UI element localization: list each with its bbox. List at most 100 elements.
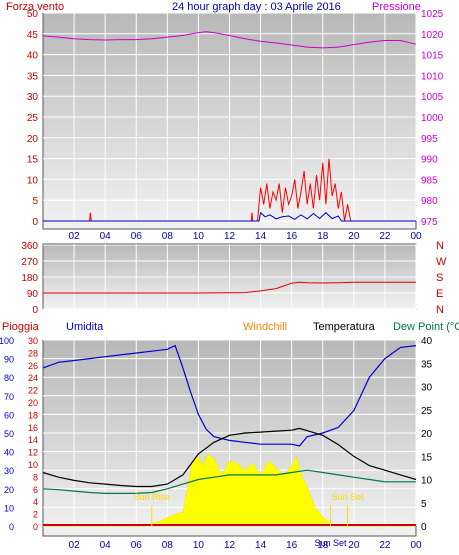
tick-humidity-30: 30: [4, 466, 14, 476]
tick-x-top-06: 06: [131, 231, 143, 242]
tick-wind-35: 35: [27, 71, 39, 82]
tick-x-top-22: 22: [379, 231, 391, 242]
tick-pressure-985: 985: [421, 175, 438, 186]
tick-wind-10: 10: [27, 175, 39, 186]
tick-temp-5: 5: [421, 499, 427, 510]
tick-humidity-50: 50: [4, 429, 14, 439]
tick-humidity-20: 20: [4, 485, 14, 495]
tick-x-bottom-06: 06: [131, 540, 143, 551]
axes-layer: 0510152025303540455097598098599099510001…: [0, 9, 447, 551]
tick-compass-0: N: [436, 304, 444, 316]
tick-x-top-14: 14: [255, 231, 267, 242]
tick-x-bottom-12: 12: [224, 540, 236, 551]
tick-wind-45: 45: [27, 30, 39, 41]
tick-wind-40: 40: [27, 51, 39, 62]
tick-wind-30: 30: [27, 92, 39, 103]
wind-speed-axis-title: Forza vento: [6, 1, 64, 13]
solar-radiation-area: [43, 453, 416, 527]
tick-rain-18: 18: [28, 410, 38, 420]
tick-pressure-995: 995: [421, 134, 438, 145]
wind-direction-line: [43, 281, 416, 294]
tick-rain-6: 6: [33, 485, 38, 495]
tick-humidity-80: 80: [4, 373, 14, 383]
tick-humidity-100: 100: [0, 336, 14, 346]
tick-rain-14: 14: [28, 435, 38, 445]
tick-pressure-990: 990: [421, 155, 438, 166]
sun-label-2: Sun Set: [315, 538, 348, 548]
tick-x-top-10: 10: [193, 231, 205, 242]
tick-rain-22: 22: [28, 386, 38, 396]
tick-temp-30: 30: [421, 383, 433, 394]
tick-humidity-40: 40: [4, 448, 14, 458]
tick-x-top-08: 08: [162, 231, 174, 242]
tick-wind-5: 5: [32, 196, 38, 207]
tick-rain-4: 4: [33, 497, 38, 507]
tick-x-top-18: 18: [317, 231, 329, 242]
tick-temp-20: 20: [421, 429, 433, 440]
tick-rain-16: 16: [28, 423, 38, 433]
tick-x-bottom-04: 04: [100, 540, 112, 551]
tick-rain-10: 10: [28, 460, 38, 470]
tick-x-top-16: 16: [286, 231, 298, 242]
tick-dir-180: 180: [21, 273, 38, 284]
tick-pressure-1020: 1020: [421, 30, 444, 41]
tick-x-top-00: 00: [410, 231, 422, 242]
tick-pressure-1005: 1005: [421, 92, 444, 103]
legend-humidity: Umidita: [66, 321, 104, 333]
tick-rain-24: 24: [28, 373, 38, 383]
pressure-axis-title: Pressione: [372, 1, 421, 13]
tick-humidity-0: 0: [9, 522, 14, 532]
sun-label-0: Sun Rise: [134, 492, 171, 502]
tick-rain-28: 28: [28, 348, 38, 358]
tick-humidity-60: 60: [4, 410, 14, 420]
tick-x-bottom-10: 10: [193, 540, 205, 551]
tick-compass-1: E: [436, 288, 443, 300]
tick-pressure-1015: 1015: [421, 51, 444, 62]
tick-temp-0: 0: [421, 522, 427, 533]
tick-compass-2: S: [436, 272, 443, 284]
tick-rain-26: 26: [28, 361, 38, 371]
tick-wind-0: 0: [32, 217, 38, 228]
legend-windchill: Windchill: [243, 321, 287, 333]
tick-humidity-90: 90: [4, 355, 14, 365]
legend-rain: Pioggia: [2, 321, 40, 333]
tick-x-bottom-02: 02: [69, 540, 81, 551]
tick-pressure-1025: 1025: [421, 9, 444, 20]
tick-temp-25: 25: [421, 406, 433, 417]
tick-wind-15: 15: [27, 155, 39, 166]
tick-x-bottom-08: 08: [162, 540, 174, 551]
marks-layer: [42, 31, 417, 527]
tick-temp-10: 10: [421, 476, 433, 487]
legend-temperature: Temperatura: [313, 321, 376, 333]
tick-x-top-12: 12: [224, 231, 236, 242]
tick-compass-4: N: [436, 240, 444, 252]
tick-wind-25: 25: [27, 113, 39, 124]
tick-humidity-10: 10: [4, 503, 14, 513]
tick-humidity-70: 70: [4, 392, 14, 402]
tick-pressure-1000: 1000: [421, 113, 444, 124]
tick-x-bottom-18: 18: [317, 540, 329, 551]
tick-x-top-02: 02: [69, 231, 81, 242]
tick-dir-360: 360: [21, 241, 38, 252]
tick-temp-15: 15: [421, 452, 433, 463]
dew-point-line: [42, 469, 416, 494]
tick-dir-90: 90: [27, 289, 39, 300]
tick-rain-8: 8: [33, 472, 38, 482]
wind-gust-line: [43, 211, 416, 222]
tick-temp-35: 35: [421, 359, 433, 370]
tick-compass-3: W: [436, 256, 447, 268]
tick-wind-20: 20: [27, 134, 39, 145]
tick-pressure-1010: 1010: [421, 71, 444, 82]
tick-temp-40: 40: [421, 336, 433, 347]
tick-dir-0: 0: [32, 305, 38, 316]
tick-rain-2: 2: [33, 510, 38, 520]
tick-x-bottom-00: 00: [410, 540, 422, 551]
tick-rain-0: 0: [33, 522, 38, 532]
tick-x-bottom-16: 16: [286, 540, 298, 551]
tick-rain-20: 20: [28, 398, 38, 408]
temperature-line: [42, 427, 417, 488]
humidity-line: [42, 344, 417, 447]
legend-dew-point: Dew Point (°C: [393, 321, 459, 333]
